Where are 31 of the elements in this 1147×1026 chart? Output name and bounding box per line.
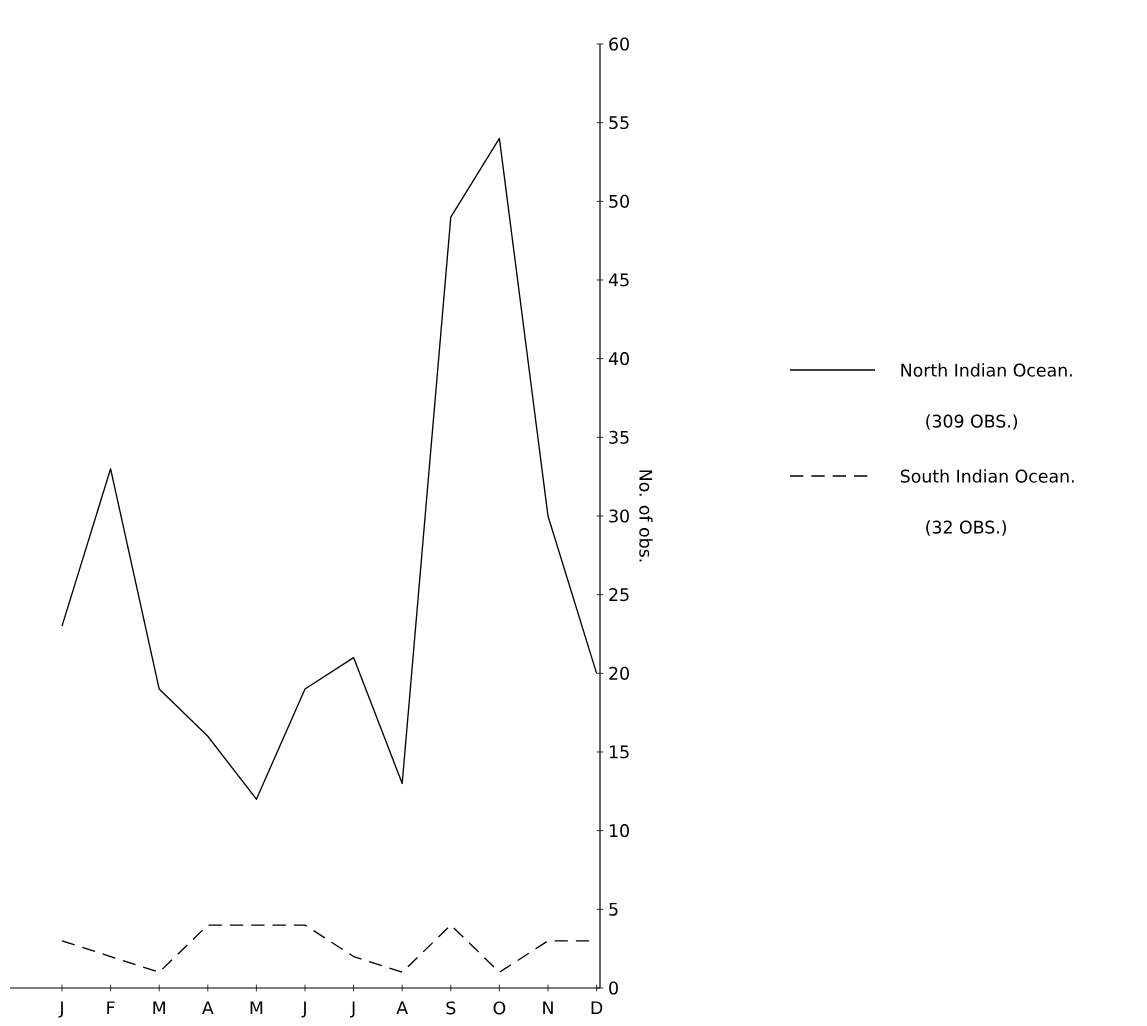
y-tick-label: 60: [609, 37, 629, 51]
x-tick-label: A: [396, 1001, 408, 1015]
y-tick-label: 45: [608, 273, 629, 287]
x-tick-label: M: [153, 1001, 165, 1015]
y-tick-label: 30: [609, 509, 629, 523]
y-tick-label: 25: [609, 588, 629, 602]
y-tick-label: 20: [609, 666, 629, 680]
legend-label: South Indian Ocean.: [900, 469, 1074, 483]
y-tick-label: 10: [609, 824, 629, 838]
x-tick-label: J: [58, 1001, 63, 1018]
x-tick-label: S: [446, 1001, 456, 1015]
y-tick-label: 35: [609, 430, 629, 444]
x-tick-label: N: [543, 1001, 553, 1015]
y-axis-title: No. of obs.: [639, 470, 653, 562]
y-tick-label: 55: [609, 116, 629, 130]
legend-label: North Indian Ocean.: [901, 363, 1072, 377]
x-tick-label: A: [202, 1001, 214, 1015]
text: (32 OBS.): [926, 520, 1007, 536]
y-tick-label: 5: [609, 902, 618, 916]
x-tick-label: J: [350, 1001, 355, 1018]
y-tick-label: 0: [609, 981, 618, 995]
x-tick-label: O: [493, 1001, 506, 1015]
text: (309 OBS.): [926, 414, 1018, 430]
line-series: [61, 137, 598, 800]
y-tick-label: 50: [609, 194, 629, 208]
x-tick-label: M: [250, 1001, 263, 1015]
x-tick-label: J: [301, 1001, 306, 1018]
x-tick-label: F: [107, 1001, 115, 1015]
y-tick-label: 40: [608, 352, 629, 366]
x-tick-label: D: [591, 1001, 603, 1015]
y-tick-label: 15: [609, 745, 629, 759]
